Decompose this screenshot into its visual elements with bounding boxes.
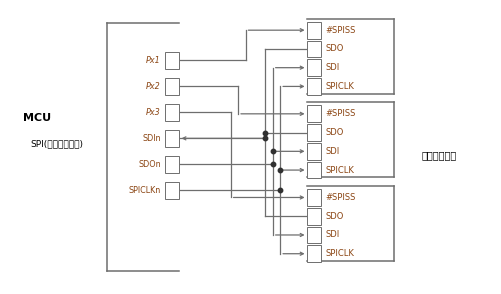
Text: Px3: Px3 <box>146 108 161 117</box>
Bar <box>308 162 321 178</box>
Bar <box>308 22 321 39</box>
Text: #SPISS: #SPISS <box>325 109 356 118</box>
Text: SDI: SDI <box>325 230 340 240</box>
Bar <box>308 59 321 76</box>
Text: SPICLK: SPICLK <box>325 249 354 258</box>
Bar <box>165 130 179 147</box>
Text: SPI(マスタモード): SPI(マスタモード) <box>30 140 83 148</box>
Bar <box>308 245 321 262</box>
Text: SDO: SDO <box>325 212 344 221</box>
Text: SDO: SDO <box>325 44 344 54</box>
Bar <box>165 52 179 69</box>
Bar <box>308 189 321 206</box>
Text: 外部デバイス: 外部デバイス <box>421 151 457 161</box>
Bar <box>308 124 321 141</box>
Text: SDOn: SDOn <box>138 160 161 169</box>
Bar <box>308 41 321 57</box>
Bar <box>165 156 179 173</box>
Bar <box>308 143 321 160</box>
Bar <box>308 106 321 122</box>
Text: SDIn: SDIn <box>142 134 161 143</box>
Bar <box>308 227 321 243</box>
Text: SDI: SDI <box>325 63 340 72</box>
Text: SPICLK: SPICLK <box>325 82 354 91</box>
Text: Px2: Px2 <box>146 82 161 91</box>
Bar <box>308 208 321 225</box>
Text: SDO: SDO <box>325 128 344 137</box>
Text: MCU: MCU <box>23 113 51 123</box>
Text: Px1: Px1 <box>146 56 161 65</box>
Text: SPICLKn: SPICLKn <box>129 186 161 195</box>
Bar <box>165 182 179 199</box>
Bar <box>165 78 179 95</box>
Bar <box>165 104 179 121</box>
Text: SPICLK: SPICLK <box>325 166 354 175</box>
Text: #SPISS: #SPISS <box>325 193 356 202</box>
Text: SDI: SDI <box>325 147 340 156</box>
Bar <box>308 78 321 95</box>
Text: #SPISS: #SPISS <box>325 26 356 35</box>
